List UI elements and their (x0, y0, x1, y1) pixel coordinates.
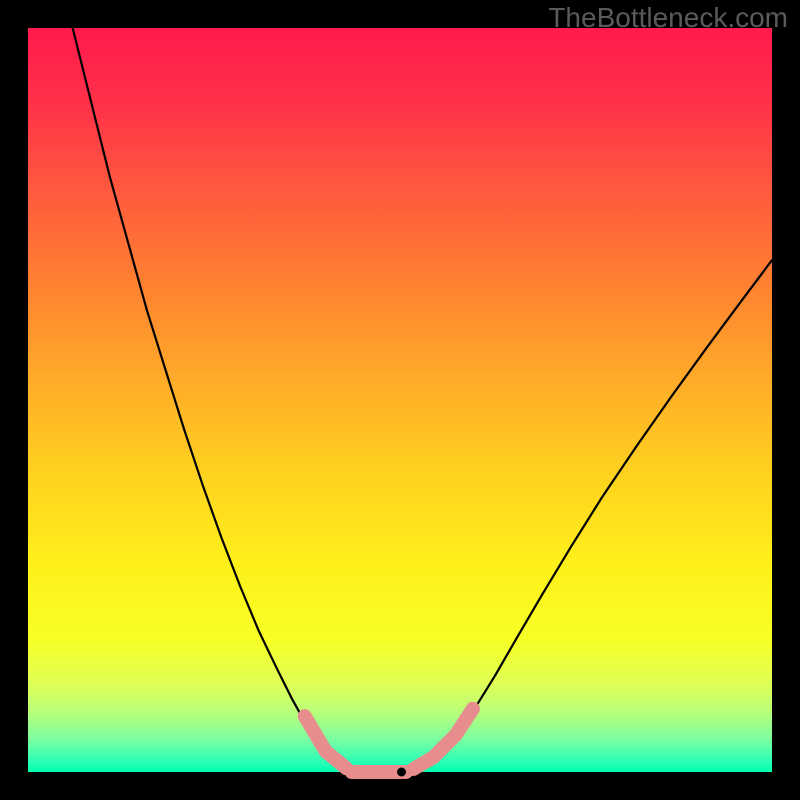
optimum-marker (397, 768, 406, 777)
figure-root: TheBottleneck.com (0, 0, 800, 800)
bottleneck-chart (0, 0, 800, 800)
plot-background (28, 28, 772, 772)
